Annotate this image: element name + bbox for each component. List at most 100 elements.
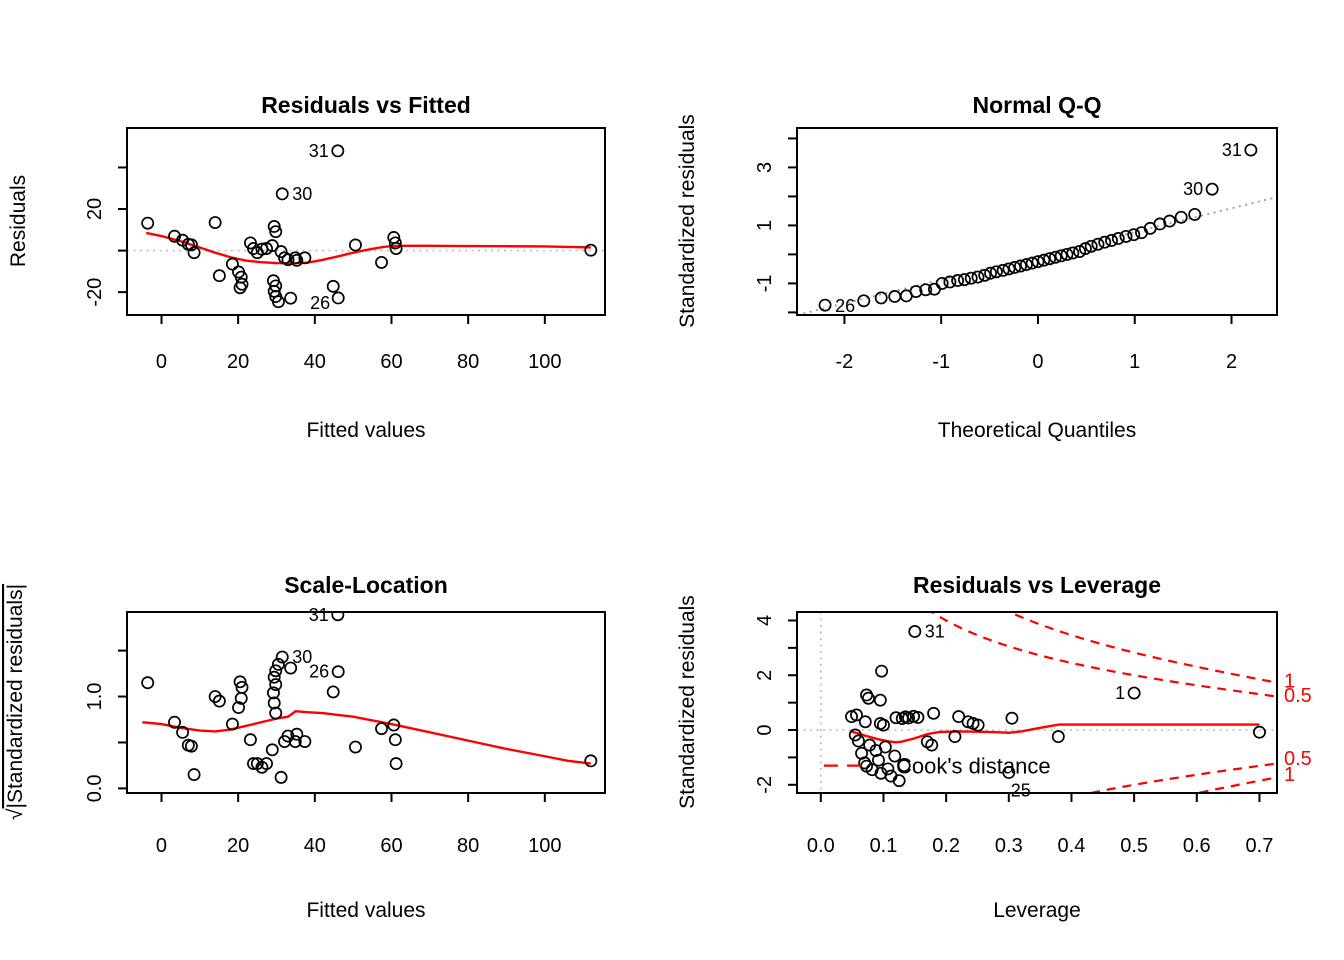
x-tick-label: 0.4 — [1058, 835, 1086, 857]
data-point — [1174, 210, 1188, 224]
data-point — [267, 670, 281, 684]
data-point — [850, 708, 863, 722]
y-tick-label: 0.0 — [84, 774, 106, 802]
data-point — [269, 706, 283, 720]
x-tick-label: 80 — [457, 835, 479, 857]
x-axis-label: Theoretical Quantiles — [938, 419, 1136, 442]
data-point — [1043, 252, 1057, 266]
data-point — [881, 762, 895, 776]
data-point — [888, 749, 902, 763]
data-point — [1008, 261, 1022, 274]
data-point — [260, 757, 273, 771]
data-point — [349, 740, 362, 754]
data-point — [1127, 228, 1141, 242]
data-point — [284, 661, 298, 675]
point-label-31: 31 — [309, 141, 329, 161]
data-point — [948, 730, 962, 744]
data-point — [1037, 253, 1051, 267]
data-point — [298, 735, 312, 748]
data-point — [326, 279, 340, 293]
plot-box — [126, 611, 606, 794]
data-point — [848, 728, 862, 742]
data-point — [1253, 725, 1266, 739]
data-point — [1054, 249, 1068, 263]
data-point — [271, 657, 285, 671]
data-point — [281, 253, 295, 267]
data-point — [873, 693, 887, 707]
data-point — [235, 680, 249, 694]
point-label-31: 31 — [1222, 140, 1242, 160]
data-point — [1119, 229, 1133, 243]
x-axis-label: Fitted values — [306, 419, 425, 442]
sqrt-sign: √ — [4, 808, 27, 820]
data-point — [375, 255, 388, 269]
data-point — [232, 701, 245, 715]
y-axis-label: Standardized residuals — [676, 595, 699, 809]
data-point — [897, 759, 911, 773]
data-point — [331, 665, 345, 679]
data-point — [971, 718, 985, 732]
data-point — [957, 273, 971, 287]
y-axis-label: Residuals — [7, 175, 30, 267]
data-point — [984, 266, 997, 280]
legend-label: Cook's distance — [896, 754, 1051, 779]
panel-scale-location: 0 20 40 60 80 100 0.0 1.0 Scale-Location Fitted v… — [4, 572, 606, 922]
panel-title: Scale-Location — [284, 572, 448, 598]
x-tick-label: 40 — [304, 835, 326, 857]
data-point — [389, 242, 403, 255]
data-point — [858, 715, 872, 729]
data-point — [331, 144, 345, 158]
x-axis-label: Fitted values — [306, 899, 425, 922]
data-point — [233, 281, 247, 295]
y-tick-label: 3 — [754, 162, 776, 173]
data-point — [1105, 234, 1118, 247]
data-point — [889, 711, 903, 725]
data-point — [877, 718, 890, 732]
y-tick-label: -1 — [754, 275, 776, 293]
y-axis-label: √|Standardized residuals| — [4, 584, 27, 820]
data-point — [184, 238, 198, 252]
x-tick-label: -2 — [836, 351, 854, 373]
data-point — [1205, 182, 1219, 196]
cook-contour-0.5-upper — [929, 612, 1277, 698]
data-point — [331, 291, 345, 305]
data-point — [911, 710, 925, 724]
x-tick-label: 40 — [304, 351, 326, 373]
data-point — [1005, 711, 1019, 725]
x-tick-label: 60 — [380, 351, 402, 373]
data-point — [274, 770, 288, 784]
panel-residuals-vs-fitted: 0 20 40 60 80 100 -20 20 Residuals vs Fitted Fitt… — [7, 92, 606, 442]
point-label-26: 26 — [309, 662, 329, 682]
point-label-30: 30 — [292, 647, 312, 667]
x-tick-label: -1 — [932, 351, 950, 373]
y-tick-label: 20 — [84, 198, 106, 220]
data-point — [269, 678, 283, 692]
data-point — [1025, 256, 1039, 270]
data-point — [187, 246, 201, 260]
data-point — [1091, 237, 1105, 251]
x-tick-label: 0.1 — [870, 835, 898, 857]
y-tick-label: 1.0 — [84, 683, 106, 711]
data-point — [212, 694, 226, 708]
data-point — [267, 696, 281, 710]
panel-title: Residuals vs Fitted — [261, 92, 471, 118]
data-point — [233, 675, 247, 689]
data-point — [1019, 258, 1033, 272]
data-point — [861, 691, 875, 705]
data-point — [874, 291, 888, 305]
data-point — [269, 225, 283, 239]
y-axis-label: Standardized residuals — [676, 114, 699, 328]
data-point — [1014, 259, 1027, 273]
data-point — [388, 733, 402, 747]
data-point — [935, 276, 949, 290]
x-tick-label: 0 — [1032, 351, 1043, 373]
plot-box — [126, 127, 606, 316]
point-label-30: 30 — [1183, 179, 1203, 199]
data-point — [951, 274, 965, 287]
data-point — [275, 650, 289, 664]
point-label-26: 26 — [310, 293, 330, 313]
plot-box — [796, 127, 1278, 316]
data-point — [857, 294, 871, 308]
